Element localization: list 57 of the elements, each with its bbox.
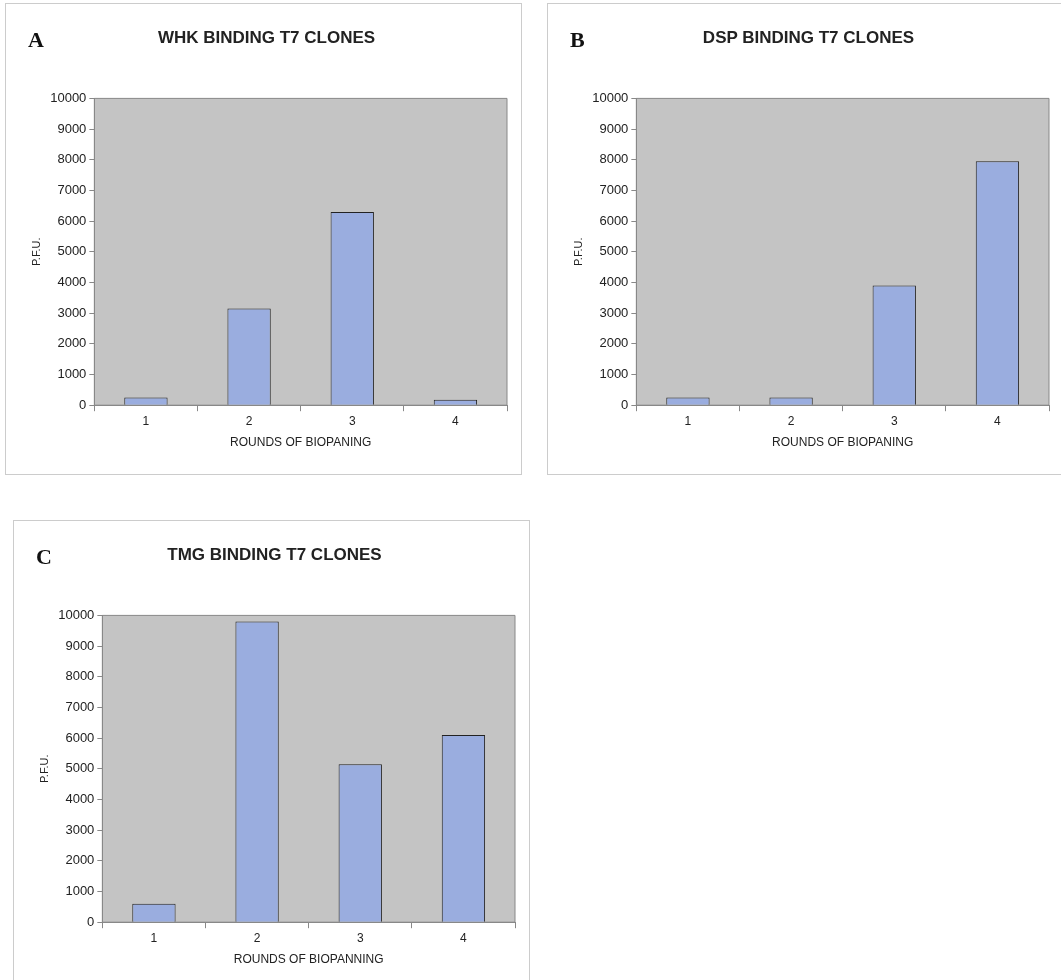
x-tick-label: 2 — [253, 930, 261, 945]
y-tick-label: 2000 — [65, 852, 95, 868]
x-tick-label: 1 — [142, 413, 150, 428]
y-tick-label: 7000 — [599, 182, 629, 198]
y-tick-label: 4000 — [599, 274, 629, 290]
x-tick-label: 4 — [460, 930, 468, 945]
y-tick-label: 4000 — [65, 791, 95, 807]
y-tick-label: 0 — [79, 396, 87, 412]
y-tick-label: 5000 — [57, 243, 87, 259]
y-tick-label: 2000 — [599, 335, 629, 351]
chart-title: WHK BINDING T7 CLONES — [157, 27, 376, 47]
y-tick-label: 3000 — [599, 304, 629, 320]
x-axis-title: ROUNDS OF BIOPANNING — [233, 952, 384, 967]
y-tick-label: 8000 — [65, 668, 95, 684]
y-tick-label: 0 — [87, 913, 95, 929]
y-tick-label: 10000 — [592, 89, 629, 105]
y-tick-label: 1000 — [65, 883, 95, 899]
y-tick-label: 9000 — [599, 120, 629, 136]
y-tick-label: 8000 — [57, 151, 87, 167]
x-tick-label: 2 — [787, 413, 795, 428]
y-tick-label: 5000 — [65, 760, 95, 776]
text: A — [28, 26, 44, 52]
chart-title: TMG BINDING T7 CLONES — [167, 544, 382, 564]
x-tick-label: 3 — [356, 930, 364, 945]
x-tick-label: 4 — [994, 413, 1002, 428]
x-axis-title: ROUNDS OF BIOPANING — [230, 435, 372, 450]
y-tick-label: 7000 — [65, 699, 95, 715]
y-tick-label: 3000 — [65, 821, 95, 837]
y-tick-label: 7000 — [57, 182, 87, 198]
y-axis-title: P.F.U. — [29, 237, 42, 267]
x-tick-label: 1 — [684, 413, 692, 428]
y-tick-label: 2000 — [57, 335, 87, 351]
x-tick-label: 1 — [150, 930, 158, 945]
y-tick-label: 9000 — [57, 120, 87, 136]
y-tick-label: 0 — [621, 396, 629, 412]
y-tick-label: 6000 — [599, 212, 629, 228]
y-tick-label: 1000 — [599, 366, 629, 382]
chart-title: DSP BINDING T7 CLONES — [702, 27, 915, 47]
y-axis-title: P.F.U. — [37, 754, 50, 784]
y-tick-label: 6000 — [57, 212, 87, 228]
y-tick-label: 4000 — [57, 274, 87, 290]
y-tick-label: 10000 — [58, 606, 95, 622]
x-tick-label: 3 — [348, 413, 356, 428]
y-tick-label: 10000 — [50, 89, 87, 105]
x-tick-label: 2 — [245, 413, 253, 428]
text: B — [570, 26, 585, 52]
x-tick-label: 4 — [452, 413, 460, 428]
y-tick-label: 8000 — [599, 151, 629, 167]
y-tick-label: 5000 — [599, 243, 629, 259]
y-axis-title: P.F.U. — [571, 237, 584, 267]
y-tick-label: 6000 — [65, 729, 95, 745]
y-tick-label: 1000 — [57, 366, 87, 382]
text: C — [36, 543, 52, 569]
x-axis-title: ROUNDS OF BIOPANING — [772, 435, 914, 450]
x-tick-label: 3 — [890, 413, 898, 428]
y-tick-label: 9000 — [65, 637, 95, 653]
y-tick-label: 3000 — [57, 304, 87, 320]
